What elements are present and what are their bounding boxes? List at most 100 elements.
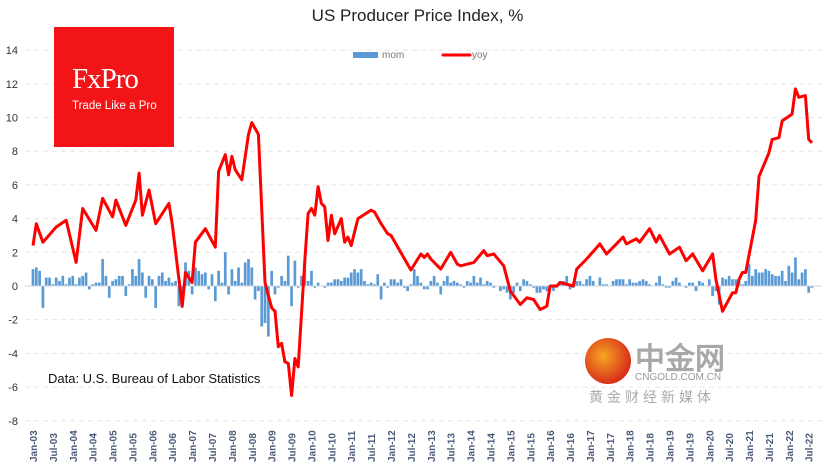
x-tick-label: Jan-03 <box>29 430 40 462</box>
mom-bar <box>794 257 797 286</box>
mom-bar <box>760 272 764 286</box>
mom-bar <box>359 269 363 286</box>
mom-bar <box>459 284 462 286</box>
mom-bar <box>618 279 622 286</box>
mom-bar <box>396 282 399 286</box>
mom-bar <box>333 279 337 286</box>
mom-bar <box>373 284 376 286</box>
mom-bar <box>273 286 277 295</box>
mom-bar <box>94 282 98 286</box>
x-tick-label: Jul-09 <box>288 433 299 462</box>
mom-bar <box>615 279 618 286</box>
mom-bar <box>210 274 214 286</box>
mom-bar <box>247 259 250 286</box>
mom-bar <box>250 267 254 286</box>
mom-bar <box>88 286 91 290</box>
mom-bar <box>777 275 781 286</box>
mom-bar <box>44 277 48 286</box>
x-tick-label: Jan-07 <box>188 430 199 462</box>
mom-bar <box>422 286 426 290</box>
mom-bar <box>204 272 207 286</box>
x-tick-label: Jul-04 <box>89 433 100 462</box>
mom-bar <box>58 280 61 286</box>
mom-bar <box>144 286 148 298</box>
mom-bar <box>263 286 267 324</box>
mom-bar <box>217 270 220 286</box>
mom-bar <box>714 286 718 292</box>
mom-bar <box>61 275 65 286</box>
mom-bar <box>207 286 211 290</box>
mom-bar <box>787 265 791 286</box>
mom-bar <box>260 286 264 327</box>
mom-bar <box>31 269 35 286</box>
mom-bar <box>399 279 403 286</box>
mom-bar <box>280 275 283 286</box>
mom-bar <box>674 277 678 286</box>
mom-bar <box>505 286 509 293</box>
mom-bar <box>605 284 608 286</box>
x-tick-label: Jan-16 <box>546 430 557 462</box>
mom-bar <box>644 280 648 286</box>
mom-bar <box>479 277 482 286</box>
mom-bar <box>243 262 247 286</box>
y-tick-label: 12 <box>6 79 18 91</box>
mom-bar <box>741 284 744 286</box>
mom-bar <box>734 279 738 286</box>
mom-bar <box>671 280 675 286</box>
mom-bar <box>230 269 234 286</box>
y-tick-label: 14 <box>6 45 18 57</box>
mom-bar <box>744 280 748 286</box>
mom-bar <box>51 284 55 286</box>
mom-bar <box>538 286 542 293</box>
mom-bar <box>227 286 230 295</box>
mom-bar <box>170 282 174 286</box>
x-tick-label: Jan-06 <box>148 430 159 462</box>
mom-bar <box>147 275 151 286</box>
mom-bar <box>767 270 771 286</box>
mom-bar <box>174 280 177 286</box>
mom-bar <box>449 282 453 286</box>
mom-bar <box>343 277 346 286</box>
mom-bar <box>409 284 413 286</box>
mom-bar <box>78 277 81 286</box>
mom-bar <box>223 252 227 286</box>
x-tick-label: Jul-19 <box>685 433 696 462</box>
mom-bar <box>104 275 108 286</box>
mom-bar <box>694 286 698 292</box>
x-tick-label: Jul-21 <box>765 433 776 462</box>
x-tick-label: Jan-17 <box>586 430 597 462</box>
x-tick-label: Jul-06 <box>168 433 179 462</box>
x-tick-label: Jul-08 <box>248 433 259 462</box>
mom-bar <box>339 280 343 286</box>
mom-bar <box>48 277 51 286</box>
mom-bar <box>68 277 71 286</box>
mom-bar <box>810 286 814 288</box>
mom-bar <box>515 282 519 286</box>
mom-bar <box>310 270 313 286</box>
mom-bar <box>585 279 588 286</box>
mom-bar <box>774 275 777 286</box>
logo-tagline: Trade Like a Pro <box>72 100 157 112</box>
mom-bar <box>628 279 632 286</box>
mom-bar <box>296 286 300 288</box>
mom-bar <box>512 286 516 293</box>
mom-bar <box>711 286 714 297</box>
mom-bar <box>499 286 502 292</box>
mom-bar <box>160 272 164 286</box>
mom-bar <box>330 282 333 286</box>
mom-bar <box>764 269 767 286</box>
x-tick-label: Jan-19 <box>665 430 676 462</box>
y-tick-label: 0 <box>12 281 18 293</box>
mom-bar <box>276 286 280 288</box>
mom-bar <box>568 286 572 290</box>
mom-bar <box>661 284 665 286</box>
x-tick-label: Jan-22 <box>785 430 796 462</box>
x-tick-label: Jul-12 <box>407 433 418 462</box>
mom-bar <box>213 286 217 302</box>
mom-bar <box>638 280 641 286</box>
mom-bar <box>336 279 340 286</box>
x-tick-label: Jul-22 <box>805 433 816 462</box>
mom-bar <box>306 280 310 286</box>
mom-bar <box>790 272 794 286</box>
x-tick-label: Jan-14 <box>467 430 478 462</box>
